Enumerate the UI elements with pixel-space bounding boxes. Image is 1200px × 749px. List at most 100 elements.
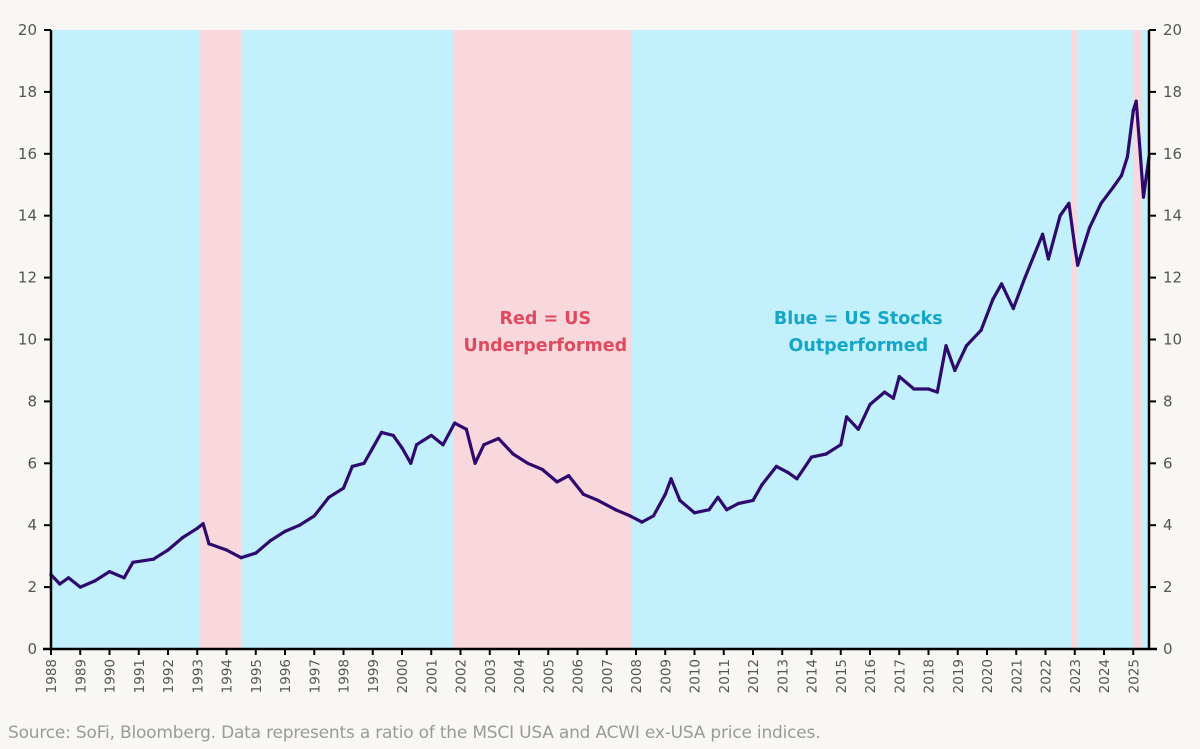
data-point xyxy=(707,508,711,512)
data-point xyxy=(953,368,957,373)
data-point xyxy=(453,421,457,425)
data-point xyxy=(166,548,170,552)
x-tick-label: 2017 xyxy=(892,659,908,693)
data-point xyxy=(567,474,571,478)
y-tick-label-right: 12 xyxy=(1163,269,1182,287)
x-tick-label: 1989 xyxy=(73,659,89,693)
x-tick-label: 1995 xyxy=(249,659,265,693)
x-tick-label: 1991 xyxy=(132,659,148,693)
annotation-blue: Blue = US Stocks Outperformed xyxy=(774,309,943,356)
data-point xyxy=(1134,99,1138,103)
data-point xyxy=(725,508,729,512)
data-point xyxy=(1125,155,1129,159)
y-tick-label-right: 16 xyxy=(1163,145,1182,163)
underperform-band-3 xyxy=(1070,30,1078,649)
data-point xyxy=(883,390,887,394)
x-tick-label: 2011 xyxy=(717,659,733,693)
data-point xyxy=(1119,173,1124,178)
x-tick-label: 2016 xyxy=(863,659,879,693)
data-point xyxy=(341,486,346,490)
y-tick-label-right: 10 xyxy=(1163,331,1182,349)
data-point xyxy=(362,461,366,465)
data-point xyxy=(1000,282,1004,286)
data-point xyxy=(400,446,404,450)
data-point xyxy=(312,514,316,518)
data-point xyxy=(1076,263,1080,267)
y-tick-label-left: 16 xyxy=(18,145,37,163)
data-point xyxy=(628,514,632,518)
data-point xyxy=(692,511,697,515)
annotation-red-line-2: Underperformed xyxy=(464,336,628,356)
data-point xyxy=(151,557,155,561)
annotation-blue-line-2: Outperformed xyxy=(788,336,928,356)
data-point xyxy=(207,542,211,546)
data-point xyxy=(1131,108,1135,113)
x-tick-label: 2009 xyxy=(658,659,674,693)
data-point xyxy=(350,464,354,468)
x-tick-label: 2001 xyxy=(424,659,440,693)
x-tick-label: 2000 xyxy=(395,659,411,693)
y-tick-label-right: 8 xyxy=(1163,392,1173,410)
x-tick-label: 2013 xyxy=(775,659,791,693)
x-tick-label: 1992 xyxy=(161,659,177,693)
data-point xyxy=(1040,232,1045,236)
x-tick-label: 1994 xyxy=(220,659,236,693)
y-tick-label-right: 14 xyxy=(1163,207,1182,225)
data-point xyxy=(429,433,433,438)
y-tick-label-left: 20 xyxy=(18,21,37,39)
x-tick-label: 2019 xyxy=(951,659,967,693)
data-point xyxy=(1032,254,1036,258)
data-point xyxy=(78,585,82,589)
data-point xyxy=(1137,136,1141,140)
data-point xyxy=(856,427,860,431)
data-point xyxy=(1099,201,1103,205)
data-point xyxy=(581,492,585,496)
data-point xyxy=(473,461,477,465)
y-tick-label-left: 6 xyxy=(27,454,37,472)
data-point xyxy=(511,452,515,456)
data-point xyxy=(66,576,71,580)
data-point xyxy=(839,443,843,447)
data-point xyxy=(540,467,545,472)
x-tick-label: 1990 xyxy=(103,659,119,693)
data-point xyxy=(809,455,814,459)
data-point xyxy=(868,402,872,407)
data-point xyxy=(464,427,468,431)
x-tick-label: 2006 xyxy=(571,659,587,693)
data-point xyxy=(391,433,395,438)
y-tick-label-left: 10 xyxy=(18,331,37,349)
data-point xyxy=(1073,245,1077,249)
data-point xyxy=(786,470,790,475)
x-tick-label: 2018 xyxy=(922,659,938,693)
data-point xyxy=(669,477,673,481)
data-point xyxy=(935,390,939,394)
data-point xyxy=(254,551,258,555)
x-tick-label: 2010 xyxy=(688,659,704,693)
x-tick-label: 2024 xyxy=(1097,659,1113,693)
data-point xyxy=(760,483,764,487)
data-point xyxy=(795,477,799,481)
data-point xyxy=(298,523,302,527)
x-tick-label: 1993 xyxy=(190,659,206,693)
x-tick-label: 1999 xyxy=(366,659,382,693)
y-tick-label-right: 0 xyxy=(1163,640,1173,658)
data-point xyxy=(912,387,916,391)
y-tick-label-left: 12 xyxy=(18,269,37,287)
x-tick-label: 2014 xyxy=(805,659,821,693)
y-tick-label-left: 4 xyxy=(27,516,37,534)
y-tick-label-right: 6 xyxy=(1163,454,1173,472)
annotation-red-line-1: Red = US xyxy=(500,309,592,329)
x-tick-label: 2005 xyxy=(541,659,557,693)
data-point xyxy=(379,430,384,434)
x-tick-label: 2022 xyxy=(1039,659,1055,693)
source-note: Source: SoFi, Bloomberg. Data represents… xyxy=(8,723,821,743)
x-tick-label: 2012 xyxy=(746,659,762,693)
data-point xyxy=(991,297,995,301)
data-point xyxy=(93,579,97,583)
data-point xyxy=(224,548,229,552)
data-point xyxy=(239,556,243,560)
data-point xyxy=(678,498,682,503)
data-point xyxy=(751,498,755,503)
annotations: Red = US Underperformed Blue = US Stocks Ou… xyxy=(464,309,943,356)
